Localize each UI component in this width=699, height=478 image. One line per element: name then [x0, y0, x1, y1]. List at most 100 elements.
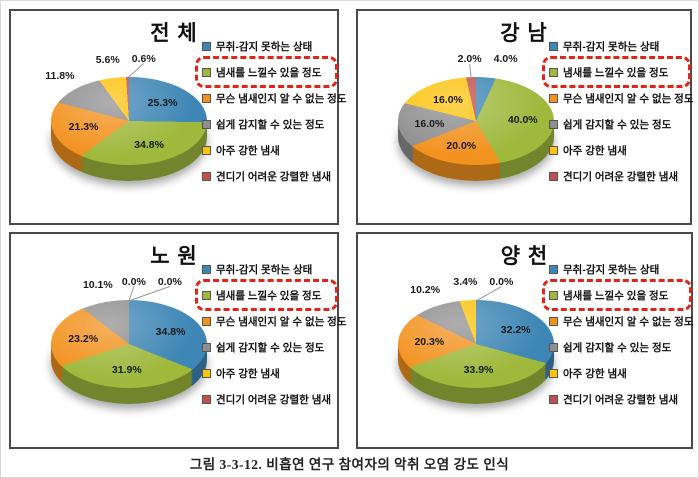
legend-item-0: 무취-감지 못하는 상태 [549, 33, 688, 59]
legend-label: 아주 강한 냄새 [563, 367, 627, 380]
legend-item-4: 아주 강한 냄새 [202, 137, 335, 163]
pie-chart: 32.2% 33.9% 20.3% 10.2% 3.4% 0.0% [358, 234, 691, 447]
legend-swatch-icon [549, 342, 558, 352]
legend-item-3: 쉽게 감지할 수 있는 정도 [202, 111, 335, 137]
legend-label: 무취-감지 못하는 상태 [563, 263, 660, 276]
chart-title: 전 체 [150, 22, 198, 45]
legend-swatch-icon [202, 290, 211, 300]
data-label: 23.2% [68, 332, 99, 345]
legend-label: 쉽게 감지할 수 있는 정도 [216, 118, 325, 131]
legend-swatch-icon [549, 145, 558, 155]
pie-chart: 34.8% 31.9% 23.2% 10.1% 0.0% 0.0% [11, 234, 337, 447]
legend-item-1: 냄새를 느낄수 있을 정도 [542, 56, 691, 88]
data-label: 16.0% [433, 93, 463, 106]
legend-swatch-icon [549, 368, 558, 378]
legend-item-3: 쉽게 감지할 수 있는 정도 [549, 334, 689, 360]
legend-swatch-icon [549, 394, 558, 404]
legend-swatch-icon [202, 119, 211, 129]
legend-label: 아주 강한 냄새 [216, 144, 280, 157]
data-label: 3.4% [453, 275, 478, 288]
legend-swatch-icon [202, 67, 211, 77]
legend-item-2: 무슨 냄새인지 알 수 없는 정도 [202, 308, 347, 334]
data-label: 10.1% [82, 278, 113, 291]
legend-label: 아주 강한 냄새 [563, 144, 627, 157]
legend-label: 냄새를 느낄수 있을 정도 [216, 66, 322, 79]
data-label: 5.6% [95, 53, 120, 66]
legend-swatch-icon [202, 316, 211, 326]
pie-highlight [51, 300, 207, 388]
data-label: 21.3% [68, 121, 99, 134]
legend-item-1: 냄새를 느낄수 있을 정도 [195, 279, 338, 311]
legend-label: 무슨 냄새인지 알 수 없는 정도 [563, 92, 694, 105]
legend-label: 냄새를 느낄수 있을 정도 [563, 66, 669, 79]
legend-label: 무취-감지 못하는 상태 [216, 40, 313, 53]
data-label: 16.0% [414, 117, 445, 130]
legend-item-1: 냄새를 느낄수 있을 정도 [542, 279, 692, 311]
legend-label: 견디기 어려운 강렬한 냄새 [563, 170, 679, 183]
legend-item-0: 무취-감지 못하는 상태 [549, 256, 689, 282]
legend-item-3: 쉽게 감지할 수 있는 정도 [202, 334, 335, 360]
data-label: 20.3% [414, 335, 445, 348]
legend-swatch-icon [549, 316, 558, 326]
legend-swatch-icon [549, 119, 558, 129]
legend-label: 견디기 어려운 강렬한 냄새 [216, 393, 332, 406]
data-label: 11.8% [45, 69, 75, 82]
data-label: 31.9% [111, 364, 142, 377]
pie-top-face [398, 77, 554, 165]
pie-highlight [51, 77, 207, 165]
chart-title: 노 원 [150, 245, 198, 268]
legend-item-4: 아주 강한 냄새 [549, 360, 689, 386]
data-label: 2.0% [457, 52, 482, 65]
legend-item-5: 견디기 어려운 강렬한 냄새 [202, 163, 335, 189]
legend-swatch-icon [202, 394, 211, 404]
chart-panel-2: 노 원 34.8% 31.9% 23.2% 10.1% 0.0% 0.0% 무취-감지 못… [9, 232, 347, 449]
data-label: 33.9% [463, 364, 494, 377]
pie-chart: 25.3% 34.8% 21.3% 11.8% 5.6% 0.6% [11, 11, 337, 223]
data-label: 4.0% [493, 53, 518, 66]
legend-swatch-icon [202, 171, 211, 181]
legend-swatch-icon [202, 342, 211, 352]
legend-label: 냄새를 느낄수 있을 정도 [216, 289, 322, 302]
legend-swatch-icon [202, 93, 211, 103]
data-label: 0.0% [157, 275, 182, 288]
chart-panel-0: 전 체 25.3% 34.8% 21.3% 11.8% 5.6% 0.6% 무취-감지 못… [9, 9, 347, 225]
legend-label: 견디기 어려운 강렬한 냄새 [216, 170, 332, 183]
legend-item-2: 무슨 냄새인지 알 수 없는 정도 [549, 85, 694, 111]
legend-swatch-icon [549, 264, 558, 274]
legend-item-4: 아주 강한 냄새 [549, 137, 688, 163]
figure-caption: 그림 3-3-12. 비흡연 연구 참여자의 악취 오염 강도 인식 [189, 457, 510, 472]
legend-label: 견디기 어려운 강렬한 냄새 [563, 393, 679, 406]
legend-label: 아주 강한 냄새 [216, 367, 280, 380]
legend-item-2: 무슨 냄새인지 알 수 없는 정도 [202, 85, 347, 111]
data-label: 20.0% [446, 140, 477, 153]
pie-highlight [398, 300, 554, 388]
legend-swatch-icon [202, 41, 211, 51]
legend-item-5: 견디기 어려운 강렬한 냄새 [549, 386, 689, 412]
legend-swatch-icon [549, 171, 558, 181]
pie-chart: 40.0% 20.0% 16.0% 16.0% 2.0% 4.0% [358, 11, 690, 223]
data-label: 34.8% [155, 325, 186, 338]
legend-label: 무슨 냄새인지 알 수 없는 정도 [563, 315, 694, 328]
legend-label: 무슨 냄새인지 알 수 없는 정도 [216, 92, 347, 105]
legend-swatch-icon [202, 368, 211, 378]
legend-item-0: 무취-감지 못하는 상태 [202, 33, 335, 59]
legend-swatch-icon [549, 67, 558, 77]
data-label: 32.2% [500, 323, 531, 336]
legend-item-5: 견디기 어려운 강렬한 냄새 [202, 386, 335, 412]
legend-item-3: 쉽게 감지할 수 있는 정도 [549, 111, 688, 137]
data-label: 0.6% [131, 52, 156, 65]
legend-item-2: 무슨 냄새인지 알 수 없는 정도 [549, 308, 694, 334]
pie-top-face [51, 300, 207, 388]
data-label: 10.2% [410, 284, 441, 297]
legend-item-0: 무취-감지 못하는 상태 [202, 256, 335, 282]
pie-top-face [51, 77, 207, 165]
pie-highlight [398, 77, 554, 165]
data-label: 34.8% [134, 138, 164, 151]
legend-label: 쉽게 감지할 수 있는 정도 [563, 118, 672, 131]
chart-panel-3: 양 천 32.2% 33.9% 20.3% 10.2% 3.4% 0.0% 무취-감지 못… [356, 232, 694, 449]
legend-label: 쉽게 감지할 수 있는 정도 [216, 341, 325, 354]
legend-label: 냄새를 느낄수 있을 정도 [563, 289, 669, 302]
